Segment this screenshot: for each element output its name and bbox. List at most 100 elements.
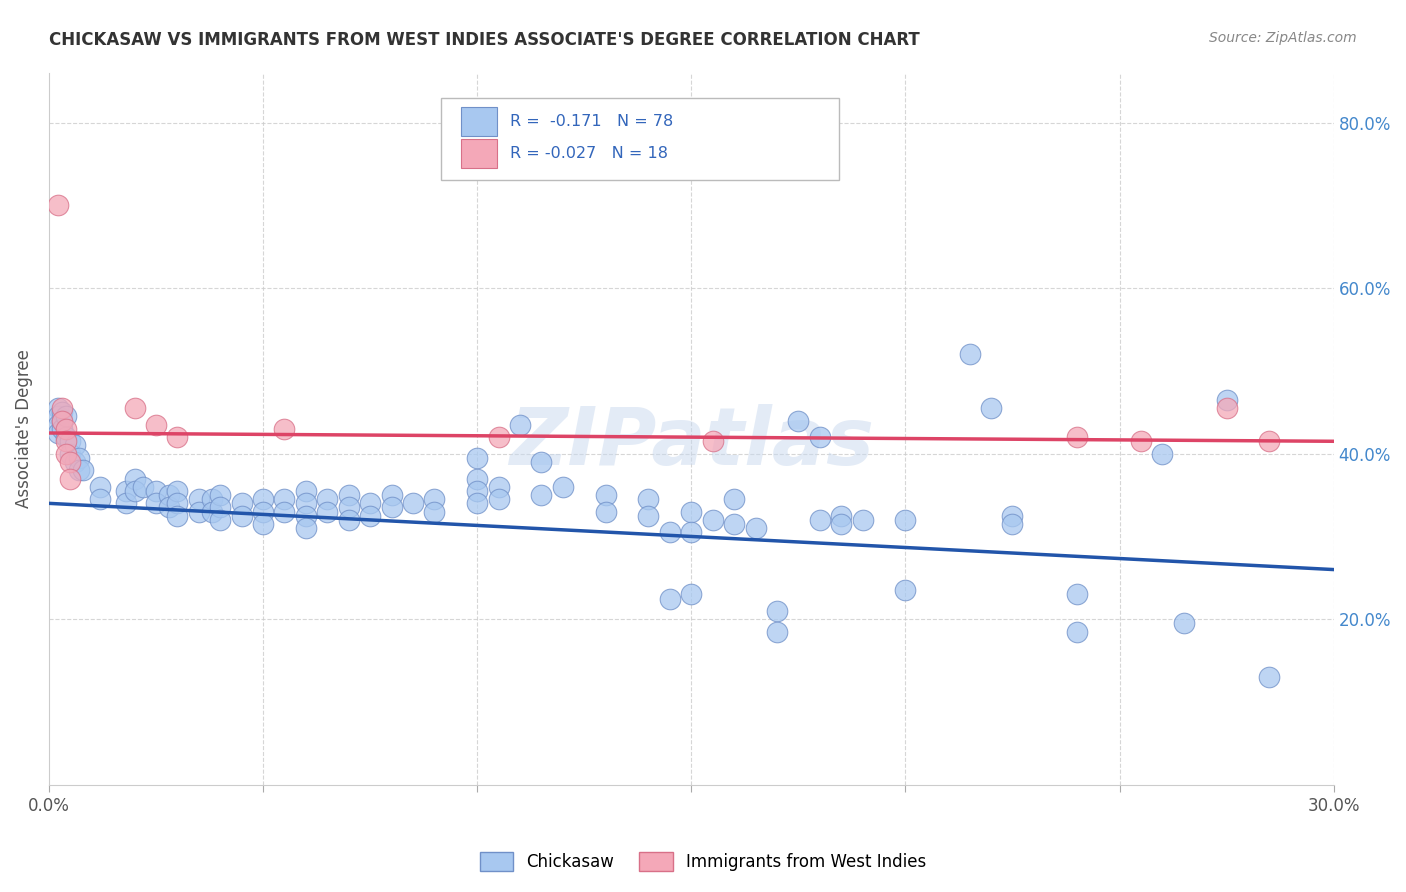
Point	[187, 505, 209, 519]
Point	[89, 480, 111, 494]
Point	[124, 401, 146, 416]
Point	[124, 483, 146, 498]
Point	[402, 496, 425, 510]
Point	[51, 401, 73, 416]
Point	[124, 471, 146, 485]
Point	[63, 438, 86, 452]
Text: R = -0.027   N = 18: R = -0.027 N = 18	[510, 146, 668, 161]
Point	[465, 471, 488, 485]
Point	[145, 417, 167, 432]
Point	[59, 455, 82, 469]
Point	[132, 480, 155, 494]
Point	[1001, 516, 1024, 531]
Point	[509, 417, 531, 432]
Point	[51, 422, 73, 436]
Point	[337, 488, 360, 502]
Point	[1258, 434, 1281, 449]
Point	[67, 450, 90, 465]
Point	[1129, 434, 1152, 449]
Point	[744, 521, 766, 535]
Point	[252, 492, 274, 507]
Point	[681, 525, 703, 540]
Point	[423, 492, 446, 507]
Point	[465, 483, 488, 498]
Point	[145, 496, 167, 510]
Point	[59, 447, 82, 461]
Point	[723, 492, 745, 507]
Point	[1152, 447, 1174, 461]
Point	[273, 422, 295, 436]
Point	[380, 488, 402, 502]
Point	[46, 417, 69, 432]
Point	[55, 430, 77, 444]
Point	[157, 500, 180, 515]
Point	[273, 492, 295, 507]
Point	[166, 508, 188, 523]
Point	[1215, 401, 1237, 416]
Point	[295, 496, 318, 510]
Point	[46, 198, 69, 212]
Point	[187, 492, 209, 507]
Point	[681, 505, 703, 519]
Point	[1066, 587, 1088, 601]
Text: ZIPatlas: ZIPatlas	[509, 404, 873, 482]
Point	[316, 492, 339, 507]
Point	[46, 425, 69, 440]
Point	[488, 480, 510, 494]
Point	[55, 409, 77, 424]
Point	[465, 450, 488, 465]
Point	[1066, 430, 1088, 444]
Point	[766, 624, 789, 639]
Point	[51, 405, 73, 419]
Point	[231, 508, 253, 523]
Point	[63, 455, 86, 469]
FancyBboxPatch shape	[461, 139, 498, 168]
Point	[423, 505, 446, 519]
Point	[46, 409, 69, 424]
Point	[115, 496, 138, 510]
Point	[1001, 508, 1024, 523]
Y-axis label: Associate's Degree: Associate's Degree	[15, 350, 32, 508]
Point	[852, 513, 875, 527]
Point	[595, 505, 617, 519]
Point	[51, 414, 73, 428]
Point	[551, 480, 574, 494]
Point	[55, 447, 77, 461]
Point	[808, 430, 831, 444]
Point	[166, 496, 188, 510]
Point	[201, 492, 224, 507]
Point	[252, 516, 274, 531]
Point	[201, 505, 224, 519]
Point	[658, 591, 681, 606]
Point	[380, 500, 402, 515]
Point	[465, 496, 488, 510]
Point	[89, 492, 111, 507]
Point	[295, 508, 318, 523]
Point	[166, 483, 188, 498]
Point	[359, 508, 381, 523]
Point	[145, 483, 167, 498]
Point	[273, 505, 295, 519]
Point	[55, 422, 77, 436]
Text: CHICKASAW VS IMMIGRANTS FROM WEST INDIES ASSOCIATE'S DEGREE CORRELATION CHART: CHICKASAW VS IMMIGRANTS FROM WEST INDIES…	[49, 31, 920, 49]
FancyBboxPatch shape	[441, 98, 839, 180]
Point	[808, 513, 831, 527]
Point	[658, 525, 681, 540]
Text: R =  -0.171   N = 78: R = -0.171 N = 78	[510, 114, 673, 128]
Point	[115, 483, 138, 498]
Point	[702, 513, 724, 527]
Point	[980, 401, 1002, 416]
Point	[359, 496, 381, 510]
Point	[316, 505, 339, 519]
Point	[59, 434, 82, 449]
Point	[72, 463, 94, 477]
Point	[1066, 624, 1088, 639]
Point	[1173, 616, 1195, 631]
Text: Source: ZipAtlas.com: Source: ZipAtlas.com	[1209, 31, 1357, 45]
Point	[959, 347, 981, 361]
Point	[488, 492, 510, 507]
Point	[166, 430, 188, 444]
Point	[157, 488, 180, 502]
Point	[530, 455, 553, 469]
Point	[723, 516, 745, 531]
